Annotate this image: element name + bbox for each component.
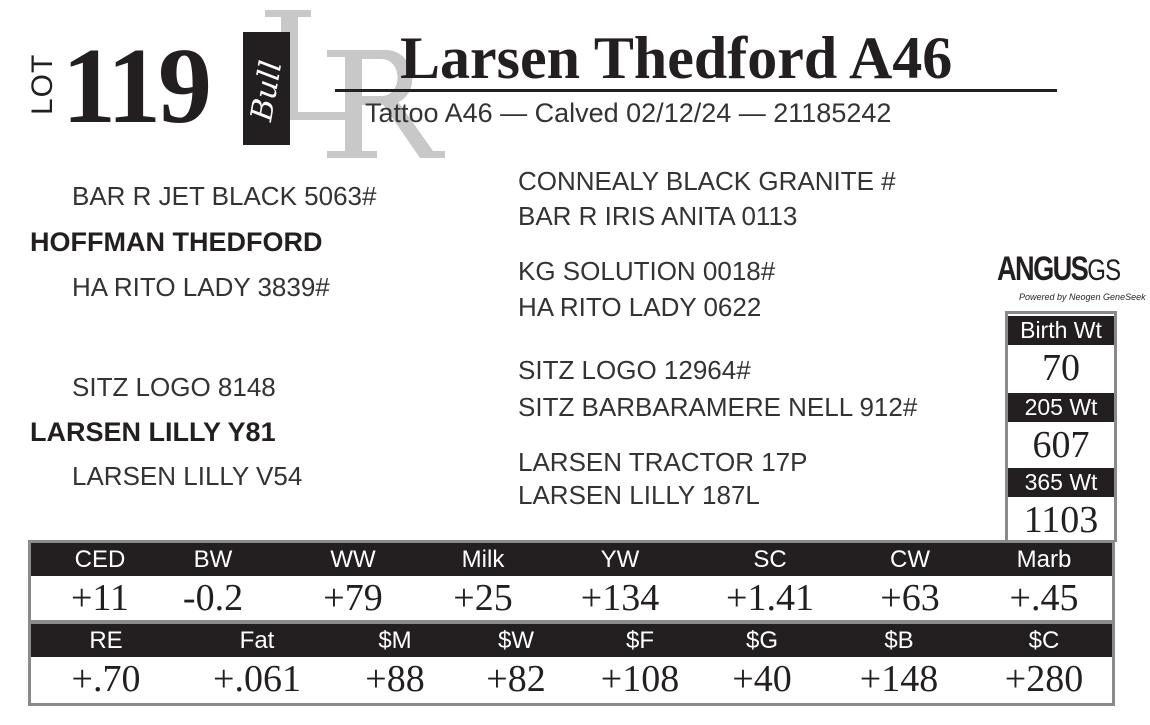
epd-label-fat: Fat xyxy=(239,627,275,654)
epd-label-yw: YW xyxy=(600,546,640,573)
epd-value-ced: +11 xyxy=(70,577,130,619)
epd-label-sc: SC xyxy=(753,546,787,573)
row-divider xyxy=(31,620,1112,624)
lot-label: LOT xyxy=(26,53,59,115)
epd-value-dollar-f: +108 xyxy=(600,658,680,700)
title-underline xyxy=(335,89,1057,92)
sire: HOFFMAN THEDFORD xyxy=(30,227,323,257)
angus-gs-logo: ANGUSGS Powered by Neogen GeneSeek xyxy=(997,250,1146,308)
weight-value: 70 xyxy=(1042,347,1080,389)
epd-value-ww: +79 xyxy=(323,577,383,619)
ggp-8: LARSEN LILLY 187L xyxy=(518,480,760,510)
epd-label-cw: CW xyxy=(890,546,930,573)
ggp-3: KG SOLUTION 0018# xyxy=(518,256,776,286)
epd-value-dollar-b: +148 xyxy=(859,658,939,700)
epd-label-dollar-w: $W xyxy=(498,627,534,654)
lot-number: 119 xyxy=(62,27,212,146)
weight-label: Birth Wt xyxy=(1008,316,1114,345)
epd-value-bw: -0.2 xyxy=(182,577,244,619)
epd-value-cw: +63 xyxy=(880,577,940,619)
logo-main-text: ANGUS xyxy=(997,250,1089,288)
ggp-4: HA RITO LADY 0622 xyxy=(518,292,762,322)
epd-label-dollar-g: $G xyxy=(745,627,779,654)
sire-sire: BAR R JET BLACK 5063# xyxy=(72,181,377,211)
weight-value: 1103 xyxy=(1023,499,1099,541)
epd-value-dollar-m: +88 xyxy=(365,658,425,700)
epd-value-sc: +1.41 xyxy=(726,577,814,619)
epd-value-dollar-w: +82 xyxy=(486,658,546,700)
epd-value-yw: +134 xyxy=(580,577,660,619)
epd-label-re: RE xyxy=(89,627,123,654)
epd-label-bw: BW xyxy=(193,546,233,573)
epd-label-dollar-f: $F xyxy=(625,627,655,654)
epd-label-marb: Marb xyxy=(1016,546,1072,573)
epd-value-marb: +.45 xyxy=(1009,577,1079,619)
epd-label-dollar-b: $B xyxy=(884,627,914,654)
sex-label: Bull xyxy=(244,58,290,124)
animal-subtitle: Tattoo A46 — Calved 02/12/24 — 21185242 xyxy=(365,98,892,128)
weight-value: 607 xyxy=(1032,424,1090,466)
weight-label: 205 Wt xyxy=(1008,393,1114,422)
logo-suffix: GS xyxy=(1087,254,1121,287)
epd-header-row-1: CED BW WW Milk YW SC CW Marb xyxy=(31,543,1112,576)
epd-label-dollar-c: $C xyxy=(1028,627,1060,654)
ggp-5: SITZ LOGO 12964# xyxy=(518,355,751,385)
epd-value-re: +.70 xyxy=(71,658,141,700)
animal-name: Larsen Thedford A46 xyxy=(400,25,953,91)
epd-value-row-1: +11 -0.2 +79 +25 +134 +1.41 +63 +.45 xyxy=(31,576,1112,620)
epd-value-fat: +.061 xyxy=(213,658,301,700)
epd-value-milk: +25 xyxy=(453,577,513,619)
sire-dam: HA RITO LADY 3839# xyxy=(72,272,330,302)
epd-label-ww: WW xyxy=(330,546,376,573)
logo-main: ANGUSGS xyxy=(997,250,1121,288)
epd-value-dollar-g: +40 xyxy=(732,658,792,700)
ggp-1: CONNEALY BLACK GRANITE # xyxy=(518,166,896,196)
dam-dam: LARSEN LILLY V54 xyxy=(72,461,303,491)
dam-sire: SITZ LOGO 8148 xyxy=(72,372,276,402)
dam: LARSEN LILLY Y81 xyxy=(30,417,276,447)
epd-label-ced: CED xyxy=(74,546,126,573)
epd-header-row-2: RE Fat $M $W $F $G $B $C xyxy=(31,624,1112,657)
sex-badge: Bull xyxy=(243,32,290,145)
ggp-7: LARSEN TRACTOR 17P xyxy=(518,447,808,477)
logo-tagline: Powered by Neogen GeneSeek xyxy=(1019,292,1146,302)
ggp-6: SITZ BARBARAMERE NELL 912# xyxy=(518,392,918,422)
epd-label-milk: Milk xyxy=(461,546,505,573)
weight-label: 365 Wt xyxy=(1008,468,1114,497)
epd-value-row-2: +.70 +.061 +88 +82 +108 +40 +148 +280 xyxy=(31,657,1112,701)
epd-table: CED BW WW Milk YW SC CW Marb +11 -0.2 +79 +25 +134 +… xyxy=(28,540,1115,706)
epd-label-dollar-m: $M xyxy=(378,627,412,654)
weights-box: Birth Wt 70 205 Wt 607 365 Wt 1103 xyxy=(1005,311,1117,542)
epd-value-dollar-c: +280 xyxy=(1004,658,1084,700)
ggp-2: BAR R IRIS ANITA 0113 xyxy=(518,201,798,231)
